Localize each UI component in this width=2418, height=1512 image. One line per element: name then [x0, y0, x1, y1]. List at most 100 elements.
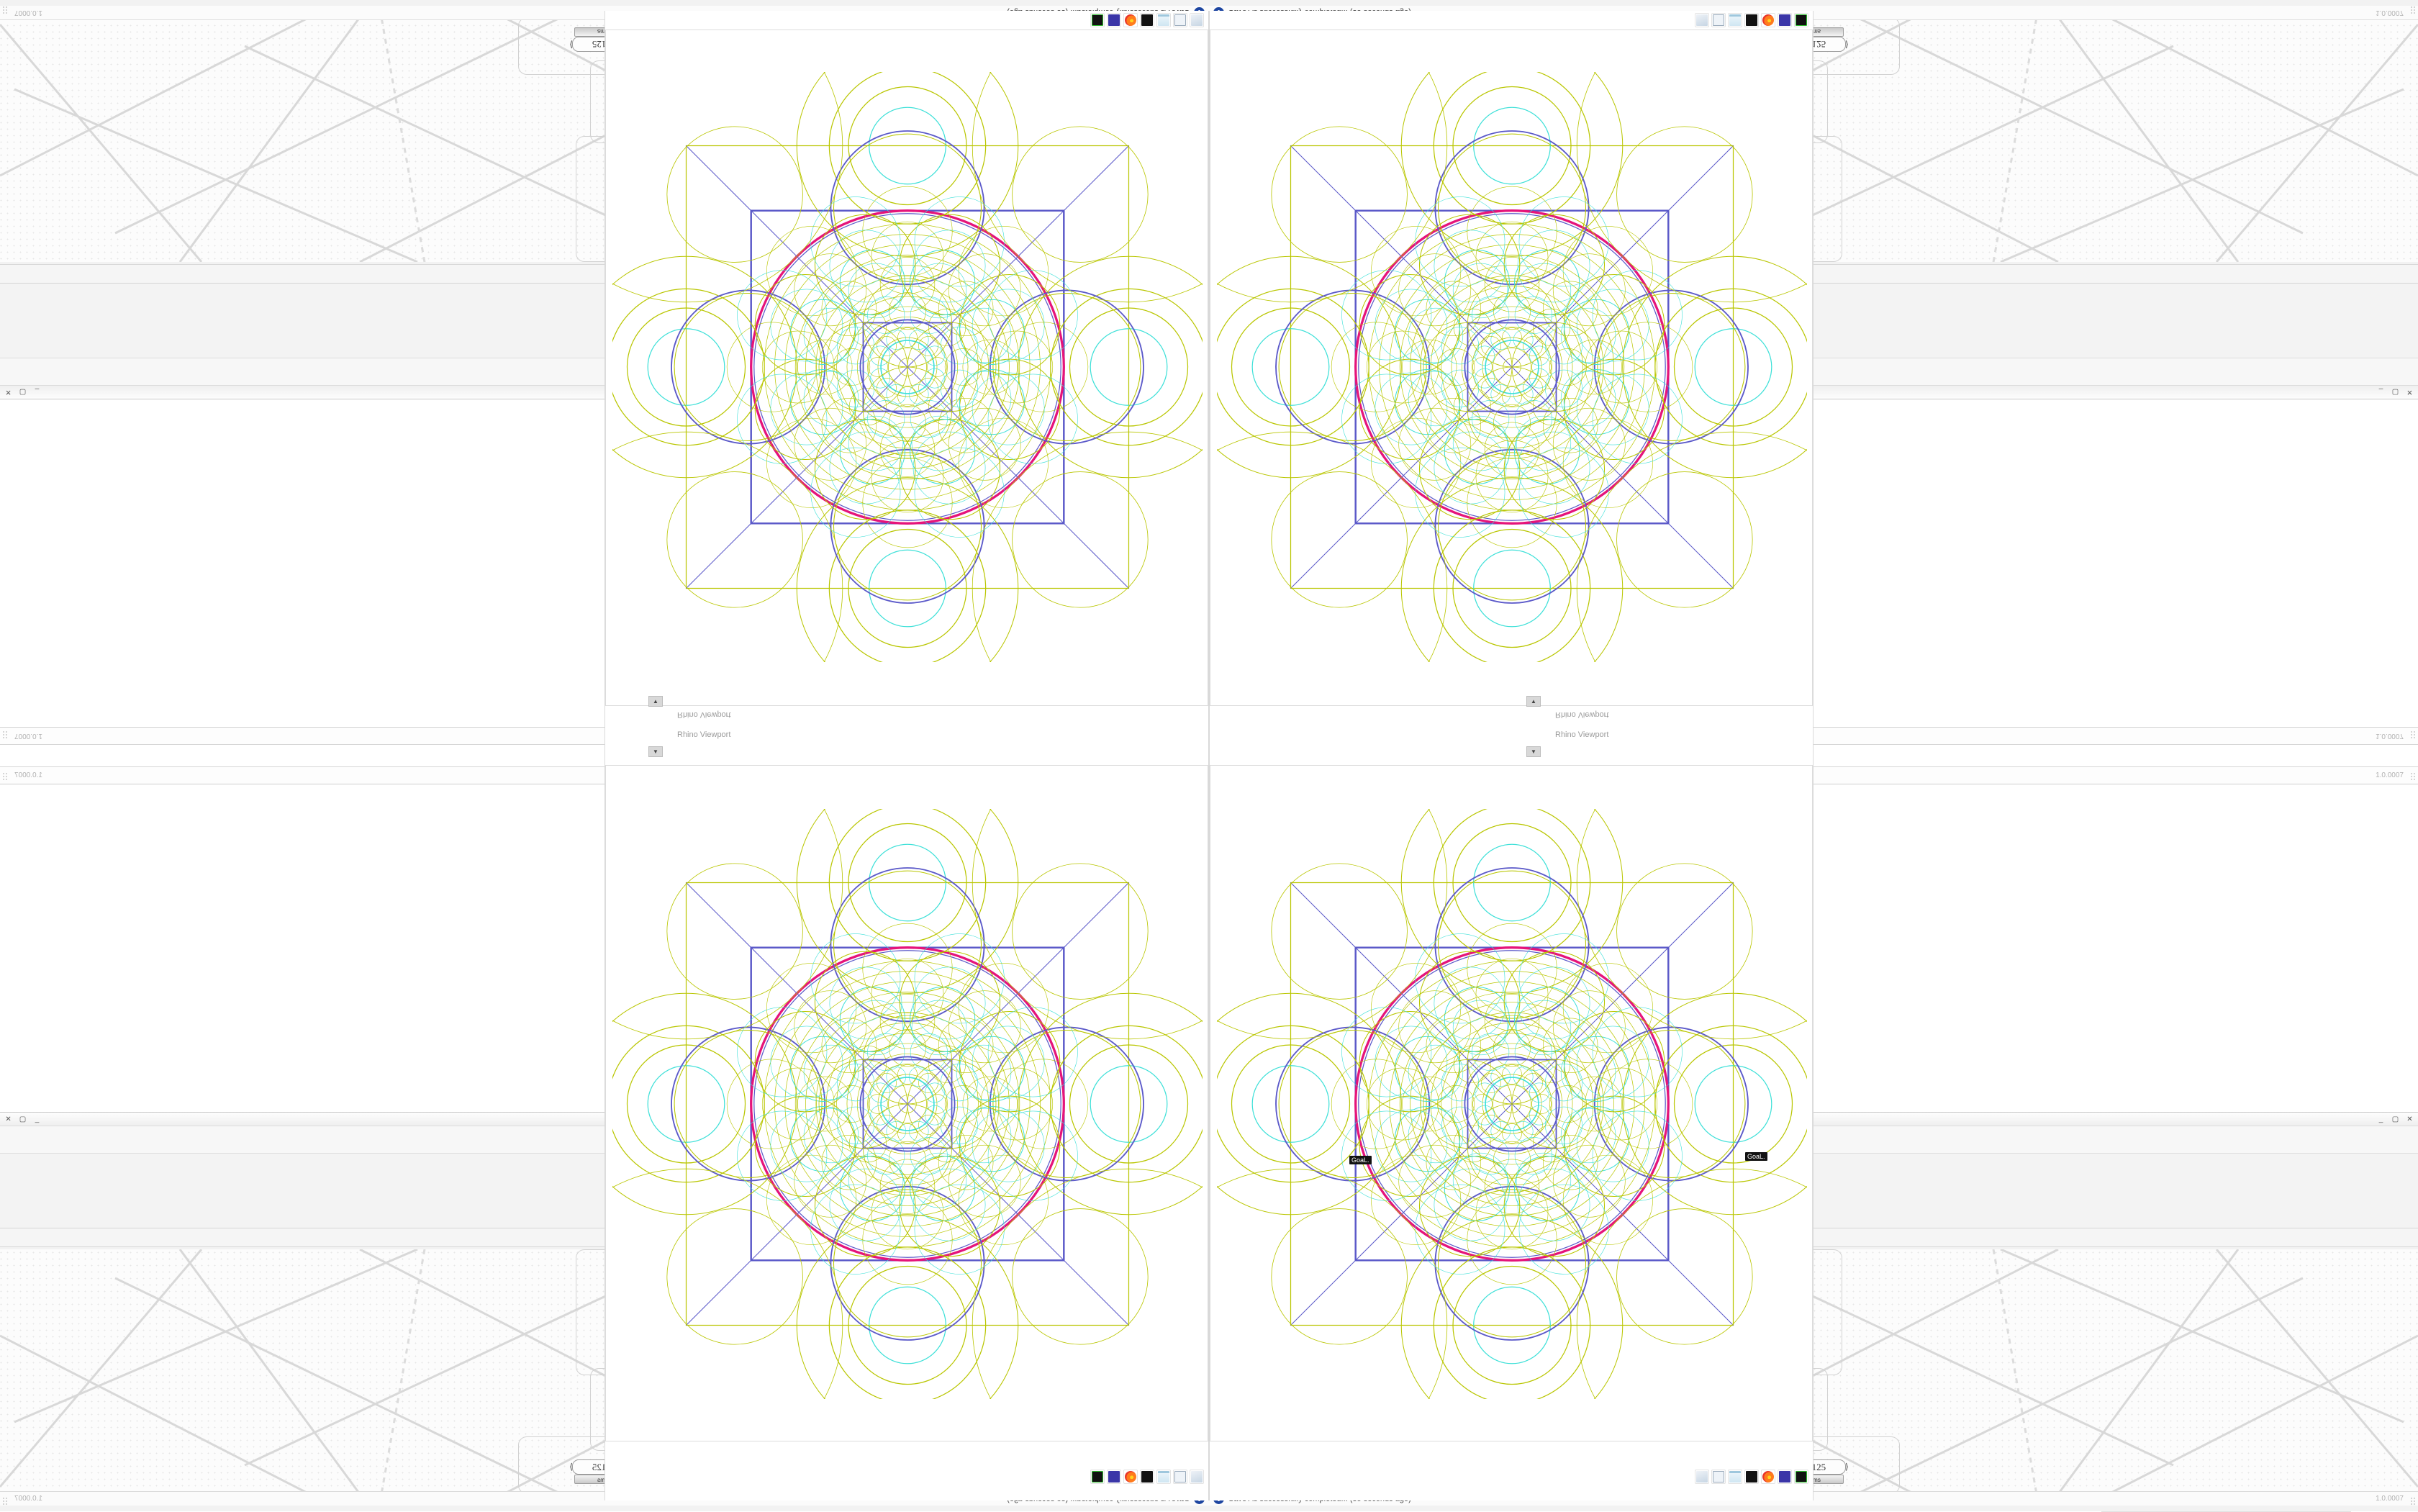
file-manager-icon[interactable] [1695, 13, 1709, 27]
slider-output-port[interactable]: ⟩ [569, 40, 573, 50]
slider-output-port[interactable]: ⟩ [1845, 40, 1849, 50]
firefox-icon[interactable] [1761, 1470, 1775, 1484]
viewport-toolbar[interactable] [605, 11, 1208, 30]
firefox-icon[interactable] [1761, 13, 1775, 27]
ribbon-tooltip: GoaL. [1349, 1156, 1372, 1164]
floppy-save-icon[interactable] [1107, 1470, 1121, 1484]
window-buttons[interactable]: _ ▢ ✕ [1, 1114, 44, 1125]
viewport-toolbar[interactable] [1210, 11, 1813, 30]
icon-glyph [1158, 1471, 1169, 1482]
icon-glyph [1746, 1471, 1757, 1482]
slider-output-port[interactable]: ⟩ [569, 1462, 573, 1472]
maximize-button[interactable]: ▢ [19, 388, 27, 397]
floppy-save-icon[interactable] [1778, 13, 1792, 27]
viewport-spinner-up[interactable]: ▲ [1526, 696, 1541, 707]
calculator-icon[interactable] [1711, 13, 1726, 27]
viewport-spinner-down[interactable]: ▼ [1526, 746, 1541, 757]
icon-glyph [1125, 14, 1136, 26]
gimp-icon[interactable] [1744, 1470, 1759, 1484]
icon-glyph [1174, 1471, 1186, 1482]
firefox-icon[interactable] [1123, 1470, 1138, 1484]
resize-grip-icon[interactable] [1, 6, 8, 14]
file-manager-icon[interactable] [1695, 1470, 1709, 1484]
rhino-version-label: 1.0.0007 [2376, 771, 2404, 779]
notepad-icon[interactable] [1156, 13, 1171, 27]
calculator-icon[interactable] [1173, 1470, 1187, 1484]
gimp-icon[interactable] [1744, 13, 1759, 27]
resize-grip-icon[interactable] [2410, 1497, 2417, 1505]
file-manager-icon[interactable] [1190, 1470, 1204, 1484]
gimp-icon[interactable] [1140, 13, 1154, 27]
window-buttons[interactable]: _ ▢ ✕ [2374, 387, 2417, 398]
gh-version-label: 1.0.0007 [2376, 1495, 2404, 1503]
icon-glyph [1696, 1471, 1708, 1482]
icon-glyph [1729, 1471, 1741, 1482]
terminal-icon[interactable] [1794, 1470, 1808, 1484]
calculator-icon[interactable] [1711, 1470, 1726, 1484]
icon-glyph [1762, 14, 1774, 26]
firefox-icon[interactable] [1123, 13, 1138, 27]
icon-glyph [1174, 14, 1186, 26]
notepad-icon[interactable] [1728, 13, 1742, 27]
icon-glyph [1108, 14, 1120, 26]
kaleidoscope-geometry [1217, 72, 1807, 662]
viewport-spinner-down[interactable]: ▼ [648, 746, 663, 757]
maximize-button[interactable]: ▢ [2391, 1115, 2399, 1123]
icon-glyph [1729, 14, 1741, 26]
resize-grip-icon[interactable] [2410, 731, 2417, 739]
icon-glyph [1141, 14, 1153, 26]
icon-glyph [1779, 14, 1790, 26]
minimize-button[interactable]: _ [35, 1115, 40, 1123]
icon-glyph [1141, 1471, 1153, 1482]
minimize-button[interactable]: _ [2378, 388, 2383, 397]
icon-glyph [1125, 1471, 1136, 1482]
close-button[interactable]: ✕ [2406, 1115, 2413, 1123]
resize-grip-icon[interactable] [1, 772, 8, 780]
rhino-viewport-left[interactable]: Rhino Viewport ▲ Rhino Viewport ▼ [604, 11, 1209, 1500]
viewport-canvas-top[interactable] [605, 30, 1208, 706]
viewport-toolbar-bottom[interactable] [1210, 1467, 1813, 1486]
viewport-canvas-bottom[interactable] [1210, 765, 1813, 1441]
maximize-button[interactable]: ▢ [2391, 388, 2399, 397]
rhino-version-label: 1.0.0007 [14, 732, 42, 740]
calculator-icon[interactable] [1173, 13, 1187, 27]
file-manager-icon[interactable] [1190, 13, 1204, 27]
floppy-save-icon[interactable] [1107, 13, 1121, 27]
resize-grip-icon[interactable] [1, 731, 8, 739]
icon-glyph [1092, 14, 1103, 26]
terminal-icon[interactable] [1090, 13, 1105, 27]
terminal-icon[interactable] [1794, 13, 1808, 27]
gimp-icon[interactable] [1140, 1470, 1154, 1484]
icon-glyph [1191, 1471, 1203, 1482]
geometry-wrapper [606, 30, 1208, 705]
icon-glyph [1762, 1471, 1774, 1482]
gh-version-label: 1.0.0007 [14, 1495, 42, 1503]
rhino-viewport-right[interactable]: Rhino Viewport ▲ Rhino Viewport ▼ [1209, 11, 1814, 1500]
kaleidoscope-geometry [1217, 809, 1807, 1399]
window-buttons[interactable]: _ ▢ ✕ [1, 387, 44, 398]
icon-glyph [1779, 1471, 1790, 1482]
floppy-save-icon[interactable] [1778, 1470, 1792, 1484]
window-buttons[interactable]: _ ▢ ✕ [2374, 1114, 2417, 1125]
resize-grip-icon[interactable] [2410, 772, 2417, 780]
terminal-icon[interactable] [1090, 1470, 1105, 1484]
viewport-canvas-bottom[interactable] [605, 765, 1208, 1441]
kaleidoscope-geometry [612, 72, 1203, 662]
resize-grip-icon[interactable] [1, 1497, 8, 1505]
resize-grip-icon[interactable] [2410, 6, 2417, 14]
viewport-canvas-top[interactable] [1210, 30, 1813, 706]
notepad-icon[interactable] [1156, 1470, 1171, 1484]
viewport-label-top: Rhino Viewport [1555, 710, 1609, 719]
close-button[interactable]: ✕ [2406, 388, 2413, 397]
close-button[interactable]: ✕ [5, 388, 12, 397]
minimize-button[interactable]: _ [2378, 1115, 2383, 1123]
notepad-icon[interactable] [1728, 1470, 1742, 1484]
icon-glyph [1713, 1471, 1724, 1482]
maximize-button[interactable]: ▢ [19, 1115, 27, 1123]
viewport-toolbar-bottom[interactable] [605, 1467, 1208, 1486]
viewport-spinner-up[interactable]: ▲ [648, 696, 663, 707]
minimize-button[interactable]: _ [35, 388, 40, 397]
close-button[interactable]: ✕ [5, 1115, 12, 1123]
slider-output-port[interactable]: ⟩ [1845, 1462, 1849, 1472]
gh-version-label: 1.0.0007 [14, 9, 42, 17]
